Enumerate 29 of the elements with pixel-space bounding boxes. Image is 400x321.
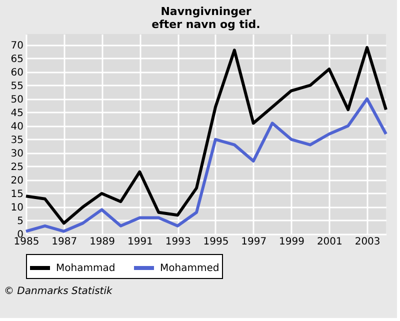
y-tick-label: 70: [10, 40, 24, 52]
y-tick-label: 65: [10, 54, 24, 65]
legend-label: Mohammad: [56, 263, 116, 274]
y-tick-label: 30: [10, 148, 24, 160]
x-tick-label: 1995: [203, 236, 229, 248]
x-tick-label: 1997: [241, 236, 267, 248]
y-tick-label: 10: [10, 202, 24, 214]
y-tick-label: 25: [10, 162, 24, 173]
y-tick-label: 50: [10, 94, 24, 106]
y-tick-label: 60: [10, 67, 24, 78]
line-series: [24, 46, 388, 225]
y-tick-label: 45: [10, 108, 24, 119]
y-tick-label: 5: [17, 216, 24, 227]
y-tick-label: 55: [10, 80, 24, 92]
x-tick-label: 1999: [279, 236, 304, 248]
legend-label: Mohammed: [160, 263, 220, 274]
y-tick-label: 15: [10, 188, 24, 200]
x-tick-label: 1987: [52, 236, 78, 248]
x-tick-label: 1991: [127, 236, 153, 248]
x-tick-label: 1989: [90, 236, 116, 248]
y-tick-label: 40: [10, 121, 24, 132]
text: © Danmarks Statistik: [4, 286, 114, 297]
chart-title: Navngivninger efter navn og tid.: [152, 5, 260, 31]
x-tick-label: 1993: [165, 236, 191, 248]
line-series: [24, 97, 388, 233]
y-tick-label: 20: [10, 175, 24, 186]
x-tick-label: 2001: [316, 236, 342, 248]
x-tick-label: 2003: [354, 236, 380, 248]
y-tick-label: 35: [10, 134, 24, 146]
